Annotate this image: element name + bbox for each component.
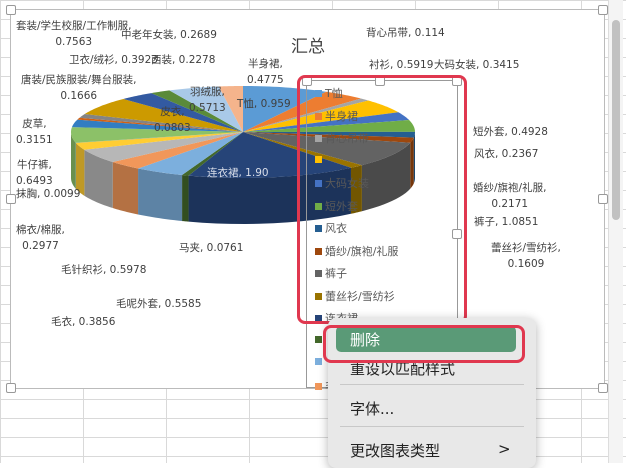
vertical-scrollbar[interactable] (608, 0, 623, 463)
resize-handle[interactable] (6, 5, 16, 15)
legend-swatch (315, 336, 322, 343)
data-label[interactable]: 连衣裙, 1.90 (207, 165, 269, 181)
data-label[interactable]: 毛呢外套, 0.5585 (116, 296, 201, 312)
pie-slice-side (182, 175, 188, 222)
data-label[interactable]: 短外套, 0.4928 (473, 124, 548, 140)
data-label[interactable]: 唐装/民族服装/舞台服装, 0.1666 (21, 72, 136, 104)
data-label[interactable]: 大码女装, 0.3415 (434, 57, 519, 73)
resize-handle[interactable] (6, 383, 16, 393)
data-label[interactable]: 裤子, 1.0851 (474, 214, 538, 230)
data-label[interactable]: 半身裙, 0.4775 (247, 56, 284, 88)
data-label[interactable]: 马夹, 0.0761 (179, 240, 243, 256)
chevron-right-icon: > (498, 440, 511, 458)
data-label[interactable]: T恤, 0.959 (237, 96, 291, 112)
menu-item-font[interactable]: 字体... (350, 398, 394, 419)
menu-item-change-chart-type[interactable]: 更改图表类型 (350, 440, 440, 461)
data-label[interactable]: 卫衣/绒衫, 0.3923 (69, 52, 158, 68)
data-label[interactable]: 毛衣, 0.3856 (51, 314, 115, 330)
data-label[interactable]: 牛仔裤, 0.6493 (16, 157, 53, 189)
resize-handle[interactable] (598, 383, 608, 393)
data-label[interactable]: 中老年女装, 0.2689 (121, 27, 217, 43)
data-label[interactable]: 皮草, 0.3151 (16, 116, 53, 148)
data-label[interactable]: 羽绒服, 0.5713 (189, 84, 226, 116)
data-label[interactable]: 棉衣/棉服, 0.2977 (16, 222, 65, 254)
data-label[interactable]: 衬衫, 0.5919 (369, 57, 433, 73)
scrollbar-thumb[interactable] (612, 20, 620, 220)
data-label[interactable]: 风衣, 0.2367 (474, 146, 538, 162)
data-label[interactable]: 皮衣, 0.0803 (154, 104, 191, 136)
resize-handle[interactable] (598, 5, 608, 15)
menu-separator (340, 384, 524, 385)
legend-swatch (315, 358, 322, 365)
pie-slice-side (113, 162, 138, 214)
data-label[interactable]: 背心吊带, 0.114 (366, 25, 445, 41)
resize-handle[interactable] (598, 194, 608, 204)
delete-highlight (323, 325, 525, 363)
data-label[interactable]: 套装/学生校服/工作制服, 0.7563 (16, 18, 131, 50)
data-label[interactable]: 蕾丝衫/雪纺衫, 0.1609 (491, 240, 561, 272)
resize-handle[interactable] (6, 194, 16, 204)
menu-separator (340, 426, 524, 427)
legend-swatch (315, 383, 322, 390)
pie-slice-side (138, 168, 182, 221)
data-label[interactable]: 西装, 0.2278 (151, 52, 215, 68)
data-label[interactable]: 婚纱/旗袍/礼服, 0.2171 (473, 180, 546, 212)
legend-highlight (297, 75, 467, 324)
data-label[interactable]: 毛针织衫, 0.5978 (61, 262, 146, 278)
